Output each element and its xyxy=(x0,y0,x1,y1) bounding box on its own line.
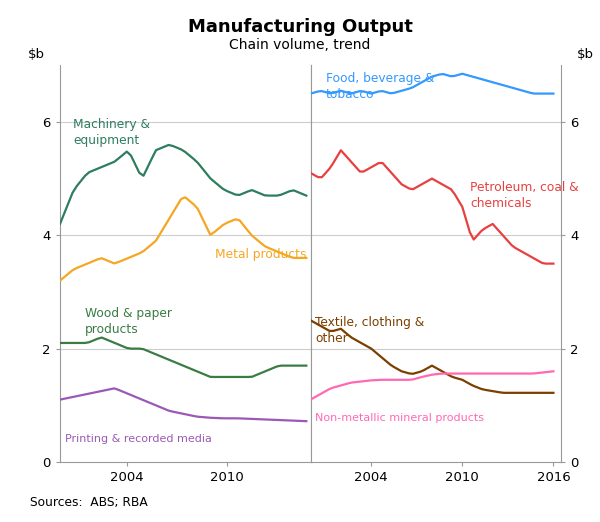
Text: $b: $b xyxy=(577,48,593,61)
Text: Machinery &
equipment: Machinery & equipment xyxy=(73,118,151,147)
Text: Chain volume, trend: Chain volume, trend xyxy=(229,38,371,52)
Text: Manufacturing Output: Manufacturing Output xyxy=(188,18,412,36)
Text: $b: $b xyxy=(28,48,44,61)
Text: Non-metallic mineral products: Non-metallic mineral products xyxy=(315,413,484,423)
Text: Wood & paper
products: Wood & paper products xyxy=(85,307,172,336)
Text: Petroleum, coal &
chemicals: Petroleum, coal & chemicals xyxy=(470,181,578,210)
Text: Printing & recorded media: Printing & recorded media xyxy=(65,434,212,444)
Text: Textile, clothing &
other: Textile, clothing & other xyxy=(315,316,424,345)
Text: Food, beverage &
tobacco: Food, beverage & tobacco xyxy=(326,72,434,101)
Text: Metal products: Metal products xyxy=(215,248,307,261)
Text: Sources:  ABS; RBA: Sources: ABS; RBA xyxy=(30,496,148,509)
